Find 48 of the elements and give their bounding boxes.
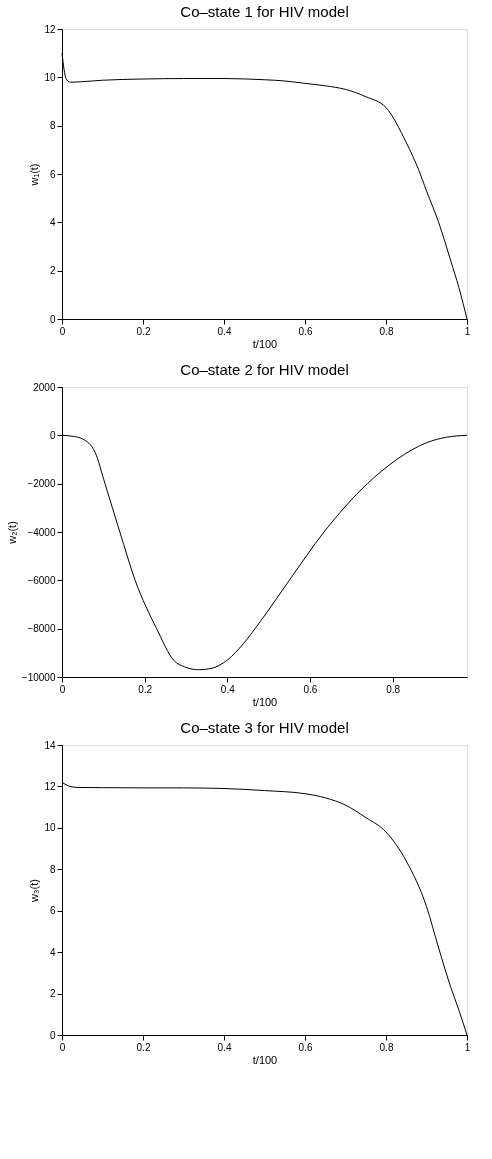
y-tick-label: 0 [49, 1029, 56, 1041]
x-tick-label: 0.4 [217, 325, 232, 337]
y-tick-label: 6 [49, 905, 56, 917]
x-tick-label: 0.6 [298, 325, 313, 337]
y-tick-label: 4 [49, 216, 56, 228]
x-tick-label: 1 [464, 1041, 471, 1053]
x-tick-label: 0.2 [138, 683, 153, 695]
y-tick-label: 0 [49, 429, 56, 441]
x-tick-label: 0.4 [220, 683, 236, 695]
y-tick-label: 2000 [33, 381, 56, 393]
x-axis-title: t/100 [252, 337, 278, 350]
x-tick-label: 0.8 [379, 1041, 394, 1053]
y-tick-label: 4 [49, 946, 56, 958]
x-tick-label: 0 [59, 1041, 66, 1053]
y-tick-label: 2 [49, 988, 56, 1000]
x-tick-label: 0.8 [379, 325, 394, 337]
y-tick-label: 8 [49, 120, 56, 132]
x-axis-title: t/100 [252, 1053, 278, 1066]
y-tick-label: 14 [44, 739, 56, 751]
y-tick-label: 0 [49, 313, 56, 325]
x-tick-label: 0.6 [298, 1041, 313, 1053]
y-tick-label: −10000 [21, 671, 56, 683]
x-tick-label: 1 [464, 325, 471, 337]
y-tick-label: −8000 [27, 623, 56, 635]
y-axis-title: w₂(t) [5, 521, 18, 545]
y-tick-label: 8 [49, 863, 56, 875]
x-tick-label: 0.8 [386, 683, 401, 695]
y-axis-title: w₃(t) [28, 879, 41, 903]
x-tick-label: 0.4 [217, 1041, 232, 1053]
y-tick-label: 12 [44, 23, 56, 35]
x-tick-label: 0.2 [136, 1041, 151, 1053]
y-tick-label: −6000 [27, 574, 56, 586]
chart-title: Co–state 3 for HIV model [180, 719, 349, 736]
y-tick-label: −2000 [27, 478, 56, 490]
x-tick-label: 0 [59, 325, 66, 337]
y-tick-label: 12 [44, 780, 56, 792]
y-tick-label: 10 [44, 71, 56, 83]
x-tick-label: 0 [59, 683, 66, 695]
x-axis-title: t/100 [252, 695, 278, 708]
x-tick-label: 0.6 [303, 683, 318, 695]
y-axis-title: w₁(t) [28, 163, 41, 187]
chart-title: Co–state 2 for HIV model [180, 361, 349, 378]
y-tick-label: −4000 [27, 526, 56, 538]
chart-title: Co–state 1 for HIV model [180, 3, 349, 20]
y-tick-label: 10 [44, 822, 56, 834]
y-tick-label: 6 [49, 168, 56, 180]
y-tick-label: 2 [49, 265, 56, 277]
x-tick-label: 0.2 [136, 325, 151, 337]
